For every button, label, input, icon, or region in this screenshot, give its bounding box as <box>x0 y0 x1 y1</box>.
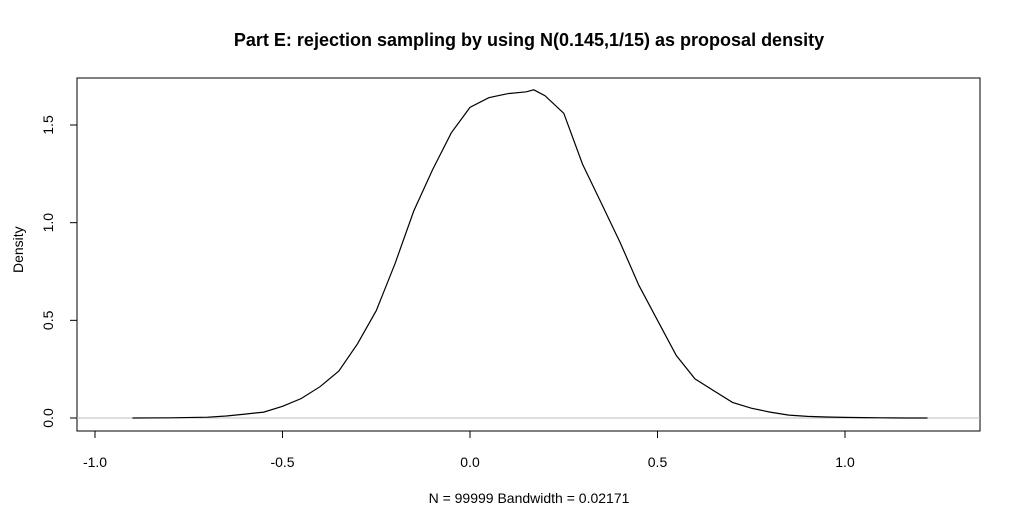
density-curve <box>132 89 928 419</box>
x-tick-label: 1.0 <box>835 454 855 470</box>
y-tick-label: 0.5 <box>40 310 56 330</box>
x-tick-label: -0.5 <box>270 454 294 470</box>
x-tick-label: 0.0 <box>460 454 480 470</box>
x-tick-label: -1.0 <box>83 454 107 470</box>
x-tick-label: 0.5 <box>648 454 668 470</box>
y-tick-label: 0.0 <box>40 408 56 428</box>
x-axis: -1.0 -0.5 0.0 0.5 1.0 <box>83 430 855 470</box>
plot-frame <box>76 77 981 432</box>
chart-title: Part E: rejection sampling by using N(0.… <box>233 30 825 50</box>
y-tick-label: 1.0 <box>40 213 56 233</box>
y-axis: 0.0 0.5 1.0 1.5 <box>40 115 78 428</box>
x-axis-label: N = 99999 Bandwidth = 0.02171 <box>428 490 630 506</box>
y-tick-label: 1.5 <box>40 115 56 135</box>
